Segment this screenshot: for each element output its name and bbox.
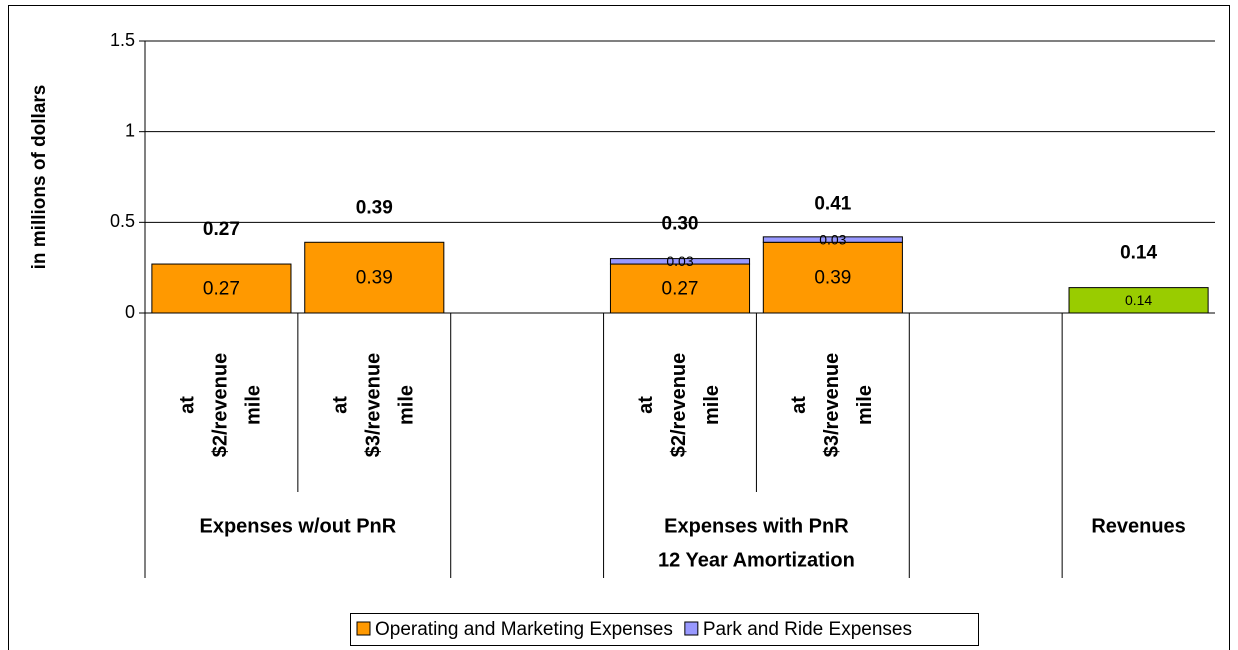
legend-label: Operating and Marketing Expenses (375, 619, 673, 640)
group-label: Expenses w/out PnR (199, 515, 396, 537)
bar-segment (762, 236, 903, 243)
bar-segment (304, 241, 445, 314)
y-tick-label: 0 (125, 302, 135, 322)
total-label: 0.39 (356, 197, 393, 218)
bar-segment (609, 258, 751, 265)
segment-label: 0.27 (662, 279, 699, 300)
segment-label: 0.14 (1125, 292, 1152, 308)
total-label: 0.27 (203, 219, 240, 240)
legend-label: Park and Ride Expenses (703, 619, 912, 640)
group-label: 12 Year Amortization (658, 549, 855, 571)
bar-segment (1068, 287, 1209, 314)
total-label: 0.41 (814, 194, 851, 215)
x-tick-label: at $3/revenue mile (330, 353, 418, 458)
bar-segment (609, 263, 751, 314)
segment-label: 0.39 (814, 268, 851, 289)
x-tick-label: at $3/revenue mile (788, 353, 876, 458)
legend-swatch (684, 621, 699, 636)
segment-label: 0.03 (666, 253, 693, 269)
y-tick-label: 0.5 (110, 211, 135, 231)
bar-segment (762, 241, 903, 314)
x-tick-label: at $2/revenue mile (177, 353, 265, 458)
y-tick-label: 1.5 (110, 30, 135, 50)
y-tick-label: 1 (125, 120, 135, 140)
group-label: Expenses with PnR (664, 515, 849, 537)
bar-segment (151, 263, 292, 314)
total-label: 0.30 (662, 214, 699, 235)
segment-label: 0.39 (356, 268, 393, 289)
segment-label: 0.03 (819, 231, 846, 247)
legend-swatch (356, 621, 371, 636)
legend-box (350, 613, 979, 646)
segment-label: 0.27 (203, 279, 240, 300)
x-tick-label: at $2/revenue mile (635, 353, 723, 458)
total-label: 0.14 (1120, 243, 1157, 264)
y-axis-label: in millions of dollars (29, 85, 50, 270)
chart-frame (8, 5, 1230, 650)
group-label: Revenues (1091, 515, 1186, 537)
